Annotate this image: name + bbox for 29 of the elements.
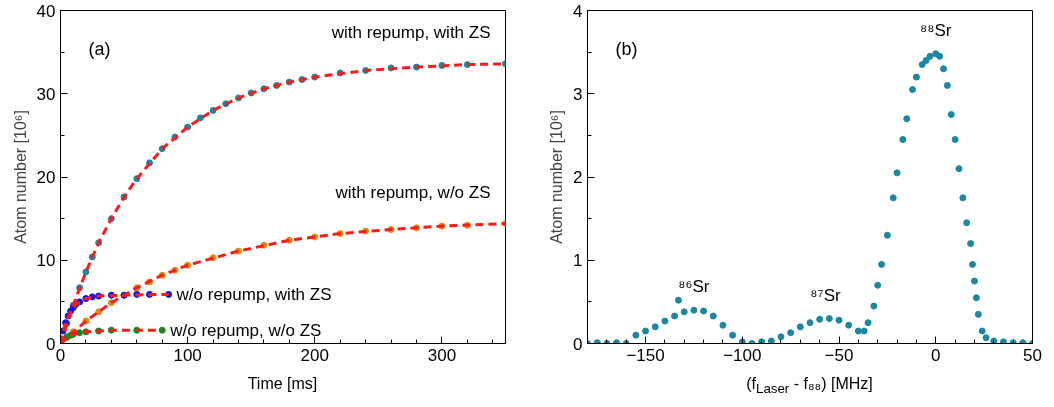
x-tick-label: −150 xyxy=(626,345,665,365)
x-axis-title: (f$_{Laser}$ - f₈₈) [MHz] xyxy=(745,374,874,399)
y-axis-title: Atom number [10⁶] xyxy=(548,110,566,244)
x-tick-label: 300 xyxy=(427,345,457,365)
y-axis-title: Atom number [10⁶] xyxy=(11,110,29,244)
y-tick-label: 10 xyxy=(36,251,56,271)
y-tick-label: 2 xyxy=(573,168,583,187)
annotation: ⁸⁶Sr xyxy=(678,277,710,297)
annotation: ⁸⁷Sr xyxy=(810,285,841,305)
series-label: with repump, w/o ZS xyxy=(334,182,491,202)
x-tick-label: 50 xyxy=(1023,345,1042,365)
y-tick-label: 3 xyxy=(573,84,583,104)
x-tick-label: 0 xyxy=(931,345,941,365)
y-tick-label: 1 xyxy=(573,251,583,271)
y-tick-label: 30 xyxy=(36,84,56,104)
y-tick-label: 4 xyxy=(573,1,583,21)
annotation: (b) xyxy=(615,38,638,59)
x-tick-label: 200 xyxy=(300,345,329,365)
y-tick-label: 40 xyxy=(36,1,56,21)
annotation: (a) xyxy=(88,38,111,59)
x-axis-title: Time [ms] xyxy=(246,374,319,394)
series-label: w/o repump, with ZS xyxy=(175,284,332,304)
x-tick-label: 100 xyxy=(173,345,202,365)
x-tick-label: −100 xyxy=(723,345,762,365)
annotation: ⁸⁸Sr xyxy=(920,20,952,40)
x-tick-label: −50 xyxy=(824,345,854,365)
series-label: with repump, with ZS xyxy=(330,22,491,42)
series-label: w/o repump, w/o ZS xyxy=(169,320,322,340)
y-tick-label: 20 xyxy=(36,168,56,187)
